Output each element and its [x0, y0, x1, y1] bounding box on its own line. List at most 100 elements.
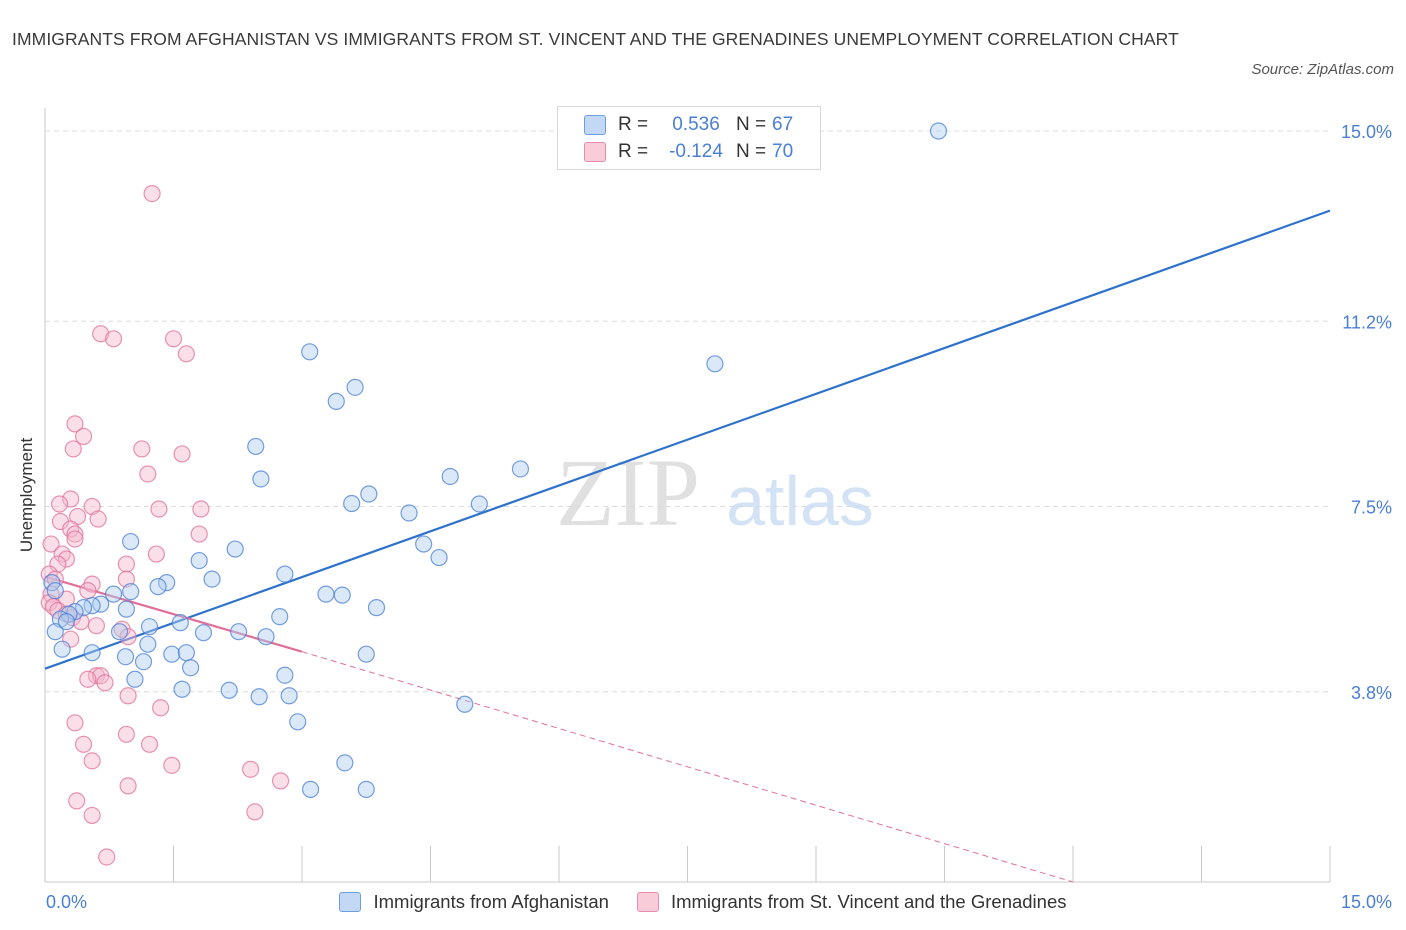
data-point-st-vincent: [177, 345, 195, 363]
data-point-afghanistan: [194, 624, 213, 642]
data-point-st-vincent: [96, 674, 114, 692]
data-point-afghanistan: [343, 494, 361, 513]
data-point-st-vincent: [66, 525, 84, 543]
data-point-st-vincent: [143, 185, 161, 203]
data-point-afghanistan: [470, 495, 488, 513]
data-point-st-vincent: [246, 803, 264, 821]
data-point-st-vincent: [139, 465, 157, 483]
data-point-afghanistan: [182, 659, 200, 677]
data-point-st-vincent: [173, 445, 191, 463]
data-point-afghanistan: [226, 540, 244, 558]
data-point-st-vincent: [74, 735, 93, 753]
data-point-st-vincent: [57, 550, 76, 568]
data-point-st-vincent: [119, 687, 137, 705]
data-point-st-vincent: [62, 490, 80, 508]
data-point-afghanistan: [92, 595, 110, 613]
data-point-afghanistan: [46, 623, 64, 641]
data-point-st-vincent: [150, 500, 168, 518]
trend-line-afghanistan: [44, 209, 1331, 670]
data-point-afghanistan: [276, 565, 294, 583]
data-point-st-vincent: [140, 735, 159, 753]
axes: [44, 108, 1331, 883]
legend-swatch-blue: [584, 115, 606, 135]
data-point-afghanistan: [280, 687, 298, 705]
data-point-afghanistan: [104, 585, 123, 603]
x-tick-label: 15.0%: [1341, 892, 1392, 912]
data-point-afghanistan: [301, 780, 320, 798]
data-point-st-vincent: [79, 670, 97, 688]
data-point-afghanistan: [441, 467, 459, 486]
data-point-st-vincent: [147, 545, 165, 563]
data-point-afghanistan: [140, 618, 159, 636]
data-point-st-vincent: [117, 725, 135, 743]
r-label: R =: [618, 114, 649, 135]
data-point-afghanistan: [203, 570, 221, 588]
n-label: N =: [736, 141, 767, 162]
data-point-st-vincent: [83, 752, 101, 770]
data-point-st-vincent: [68, 792, 86, 810]
data-point-afghanistan: [122, 532, 140, 551]
data-point-st-vincent: [119, 777, 137, 795]
watermark: ZIP atlas: [556, 439, 874, 546]
data-point-st-vincent: [50, 495, 69, 513]
legend-label: Immigrants from Afghanistan: [373, 891, 609, 912]
data-point-afghanistan: [257, 628, 275, 646]
tick-labels: 3.8% 7.5% 11.2% 15.0% 0.0% 15.0%: [46, 122, 1392, 912]
n-value: 67: [772, 114, 794, 135]
data-point-afghanistan: [158, 574, 176, 592]
data-point-afghanistan: [126, 670, 144, 688]
data-point-afghanistan: [247, 437, 265, 456]
data-point-st-vincent: [271, 772, 290, 790]
y-tick-label: 3.8%: [1351, 683, 1392, 703]
data-point-afghanistan: [177, 644, 195, 662]
data-point-afghanistan: [74, 599, 93, 617]
trend-lines: [44, 209, 1331, 883]
data-point-st-vincent: [42, 535, 60, 553]
data-point-afghanistan: [173, 680, 191, 698]
data-point-st-vincent: [92, 325, 110, 343]
data-point-afghanistan: [367, 599, 386, 617]
data-point-afghanistan: [327, 392, 345, 410]
data-point-afghanistan: [190, 551, 208, 570]
n-label: N =: [736, 114, 767, 135]
data-point-afghanistan: [360, 485, 378, 503]
legend-item-st-vincent: Immigrants from St. Vincent and the Gren…: [636, 891, 1067, 913]
data-point-afghanistan: [57, 613, 76, 631]
data-point-st-vincent: [87, 667, 106, 685]
data-point-afghanistan: [252, 470, 270, 488]
r-value: -0.124: [669, 141, 723, 162]
gridlines: [45, 130, 1330, 693]
data-point-afghanistan: [110, 623, 129, 641]
data-point-afghanistan: [220, 681, 238, 699]
legend-swatch-pink: [636, 892, 659, 912]
data-point-st-vincent: [87, 617, 106, 635]
data-point-afghanistan: [250, 688, 268, 706]
series-st-vincent-points: [40, 185, 290, 866]
data-point-afghanistan: [83, 644, 101, 662]
data-point-st-vincent: [74, 427, 93, 446]
data-point-afghanistan: [289, 713, 307, 731]
data-point-afghanistan: [163, 645, 181, 663]
stats-legend: R = 0.536 N = 67 R = -0.124 N = 70: [557, 106, 821, 170]
r-value: 0.536: [672, 114, 720, 135]
y-tick-label: 15.0%: [1341, 122, 1392, 142]
data-point-st-vincent: [242, 760, 260, 778]
watermark-atlas: atlas: [726, 462, 874, 540]
n-value: 70: [772, 141, 794, 162]
data-point-afghanistan: [301, 343, 319, 361]
data-point-st-vincent: [133, 440, 151, 458]
data-point-afghanistan: [230, 623, 248, 641]
y-tick-label: 7.5%: [1351, 498, 1392, 518]
data-point-st-vincent: [104, 330, 123, 348]
data-point-afghanistan: [139, 635, 157, 653]
data-point-st-vincent: [163, 756, 181, 774]
data-point-afghanistan: [276, 666, 294, 684]
data-point-afghanistan: [336, 754, 354, 772]
data-point-afghanistan: [134, 653, 153, 671]
data-point-st-vincent: [164, 330, 183, 348]
data-point-afghanistan: [53, 640, 71, 658]
stats-legend-row-afghanistan: R = 0.536 N = 67: [584, 113, 793, 137]
chart-title: IMMIGRANTS FROM AFGHANISTAN VS IMMIGRANT…: [12, 29, 1179, 49]
data-point-afghanistan: [430, 548, 448, 567]
